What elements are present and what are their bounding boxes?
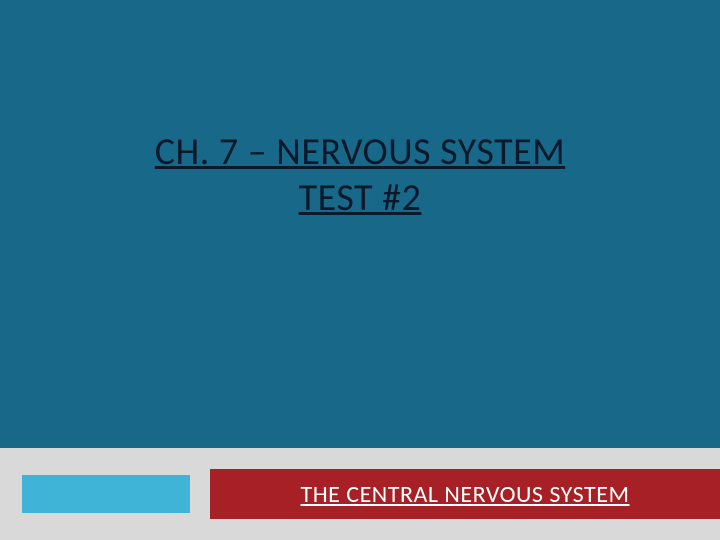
main-content-area: CH. 7 – NERVOUS SYSTEM TEST #2 bbox=[0, 0, 720, 448]
title-line-1: CH. 7 – NERVOUS SYSTEM bbox=[155, 129, 565, 175]
footer-band: THE CENTRAL NERVOUS SYSTEM bbox=[0, 448, 720, 540]
slide-subtitle: THE CENTRAL NERVOUS SYSTEM bbox=[301, 480, 630, 509]
slide-container: CH. 7 – NERVOUS SYSTEM TEST #2 THE CENTR… bbox=[0, 0, 720, 540]
footer-accent-block bbox=[22, 475, 190, 513]
footer-subtitle-block: THE CENTRAL NERVOUS SYSTEM bbox=[210, 469, 720, 519]
slide-title: CH. 7 – NERVOUS SYSTEM TEST #2 bbox=[0, 130, 720, 221]
title-line-2: TEST #2 bbox=[299, 175, 422, 221]
